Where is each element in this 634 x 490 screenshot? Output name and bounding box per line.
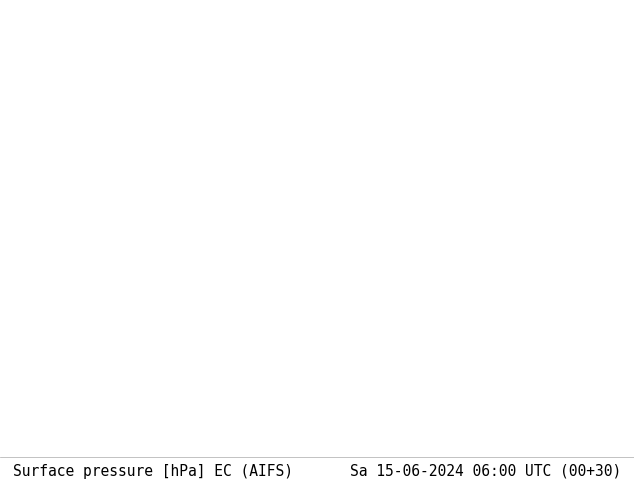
Text: Surface pressure [hPa] EC (AIFS): Surface pressure [hPa] EC (AIFS) [13,464,293,479]
Text: Sa 15-06-2024 06:00 UTC (00+30): Sa 15-06-2024 06:00 UTC (00+30) [350,464,621,479]
